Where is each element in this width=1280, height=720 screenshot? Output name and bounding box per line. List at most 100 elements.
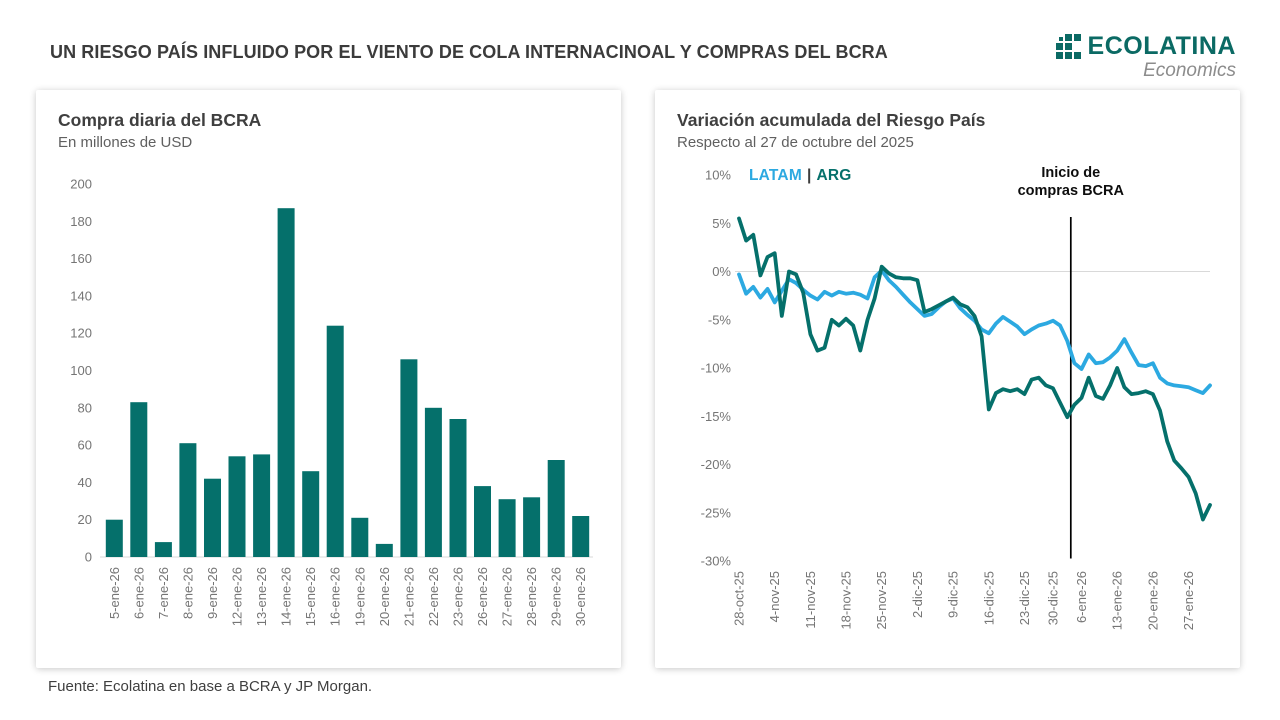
- bar-chart-card: Compra diaria del BCRA En millones de US…: [36, 90, 621, 668]
- series-line-ARG: [737, 216, 1212, 522]
- x-tick-label: 20-ene-26: [377, 567, 392, 626]
- y-tick-label: -30%: [701, 553, 732, 568]
- x-tick-label: 23-ene-26: [451, 567, 466, 626]
- bar-chart-title: Compra diaria del BCRA: [58, 110, 262, 130]
- x-tick-label: 29-ene-26: [549, 567, 564, 626]
- bar: [474, 485, 491, 557]
- x-tick-label: 5-ene-26: [107, 567, 122, 619]
- legend-arg-label: ARG: [816, 166, 852, 184]
- x-tick-label: 27-ene-26: [500, 567, 515, 626]
- y-tick-label: 5%: [712, 215, 731, 230]
- bar: [228, 455, 246, 557]
- x-tick-label: 28-ene-26: [524, 567, 539, 626]
- logo-grid-icon: [1055, 34, 1081, 59]
- x-tick-label: 30-ene-26: [573, 567, 588, 626]
- x-tick-label: 16-ene-26: [328, 567, 343, 626]
- bar-chart: 0 20 40 60 80 100 120 140 160 180 200 5-ene-26 6-ene…: [58, 159, 599, 656]
- bar: [130, 401, 148, 557]
- source-note: Fuente: Ecolatina en base a BCRA y JP Mo…: [48, 678, 373, 695]
- y-tick-label: -15%: [701, 408, 732, 423]
- line-chart-subtitle: Respecto al 27 de octubre del 2025: [677, 133, 914, 151]
- x-tick-label: 15-ene-26: [303, 567, 318, 626]
- event-annotation-line2: compras BCRA: [1017, 183, 1124, 200]
- x-tick-label: 8-ene-26: [180, 567, 195, 619]
- y-tick-label: 0: [85, 549, 92, 564]
- line-chart-card: Variación acumulada del Riesgo País Resp…: [655, 90, 1240, 668]
- ecolatina-logo: ECOLATINA Economics: [1055, 32, 1236, 80]
- x-tick-label: 13-ene-26: [1110, 571, 1125, 630]
- y-tick-label: -25%: [701, 505, 732, 520]
- y-tick-label: -5%: [708, 312, 732, 327]
- line-chart: 10% 5% 0% -5% -10% -15% -20% -25% -30% 28-oct-25 4…: [677, 159, 1218, 656]
- y-tick-label: 80: [78, 400, 92, 415]
- y-tick-label: 140: [70, 288, 92, 303]
- bar: [449, 418, 467, 557]
- chart-legend: LATAM | ARG: [749, 167, 852, 185]
- x-tick-label: 26-ene-26: [475, 567, 490, 626]
- charts-row: Compra diaria del BCRA En millones de US…: [0, 80, 1280, 668]
- bar: [424, 407, 442, 557]
- x-tick-label: 25-nov-25: [874, 571, 889, 630]
- bar: [498, 498, 516, 557]
- bar: [351, 517, 369, 557]
- bar: [253, 454, 271, 557]
- bar: [326, 325, 344, 557]
- legend-latam-label: LATAM: [749, 166, 802, 184]
- bar: [302, 470, 320, 557]
- y-tick-label: 40: [78, 475, 92, 490]
- x-tick-label: 18-nov-25: [839, 571, 854, 630]
- bar-chart-svg: 0 20 40 60 80 100 120 140 160 180 200 5-ene-26 6-ene…: [70, 176, 593, 626]
- bar: [572, 515, 590, 557]
- x-tick-label: 12-ene-26: [230, 567, 245, 626]
- x-tick-label: 23-dic-25: [1017, 571, 1032, 625]
- y-tick-label: 180: [70, 213, 92, 228]
- x-tick-label: 2-dic-25: [910, 571, 925, 618]
- y-tick-label: 160: [70, 251, 92, 266]
- y-tick-label: -20%: [701, 457, 732, 472]
- y-tick-label: 120: [70, 325, 92, 340]
- bar: [375, 543, 393, 557]
- x-tick-label: 9-dic-25: [946, 571, 961, 618]
- y-tick-label: 0%: [712, 264, 731, 279]
- logo-name: ECOLATINA: [1087, 32, 1236, 60]
- x-tick-label: 20-ene-26: [1145, 571, 1160, 630]
- bar: [154, 541, 172, 557]
- x-tick-label: 21-ene-26: [401, 567, 416, 626]
- x-tick-label: 9-ene-26: [205, 567, 220, 619]
- bar: [400, 358, 418, 557]
- y-tick-label: 200: [70, 176, 92, 191]
- y-tick-label: 60: [78, 437, 92, 452]
- bar-chart-subtitle: En millones de USD: [58, 133, 193, 151]
- x-tick-label: 6-ene-26: [1074, 571, 1089, 623]
- event-annotation: Inicio de compras BCRA: [1018, 164, 1124, 202]
- x-tick-label: 22-ene-26: [426, 567, 441, 626]
- line-chart-svg: 10% 5% 0% -5% -10% -15% -20% -25% -30%28-oct-25 4…: [701, 167, 1212, 630]
- x-tick-label: 7-ene-26: [156, 567, 171, 619]
- y-tick-label: -10%: [701, 360, 732, 375]
- x-tick-label: 27-ene-26: [1181, 571, 1196, 630]
- bar: [204, 478, 221, 557]
- x-tick-label: 30-dic-25: [1046, 571, 1061, 625]
- bar: [179, 442, 197, 557]
- bar: [277, 207, 295, 557]
- x-tick-label: 14-ene-26: [279, 567, 294, 626]
- line-chart-title: Variación acumulada del Riesgo País: [677, 110, 986, 130]
- x-tick-label: 19-ene-26: [352, 567, 367, 626]
- legend-separator: |: [806, 166, 812, 184]
- bar: [547, 459, 565, 557]
- logo-row: ECOLATINA: [1055, 32, 1236, 60]
- x-tick-label: 4-nov-25: [767, 571, 782, 622]
- x-tick-label: 16-dic-25: [981, 571, 996, 625]
- bar: [523, 496, 541, 557]
- y-tick-label: 20: [78, 512, 92, 527]
- y-tick-label: 100: [70, 363, 92, 378]
- bar: [105, 519, 123, 557]
- x-tick-label: 13-ene-26: [254, 567, 269, 626]
- page-header: UN RIESGO PAÍS INFLUIDO POR EL VIENTO DE…: [0, 0, 1280, 81]
- x-tick-label: 6-ene-26: [131, 567, 146, 619]
- y-tick-label: 10%: [705, 167, 731, 182]
- x-tick-label: 28-oct-25: [732, 571, 747, 626]
- page-title: UN RIESGO PAÍS INFLUIDO POR EL VIENTO DE…: [50, 42, 888, 62]
- event-annotation-line1: Inicio de: [1041, 164, 1101, 181]
- x-tick-label: 11-nov-25: [803, 571, 818, 629]
